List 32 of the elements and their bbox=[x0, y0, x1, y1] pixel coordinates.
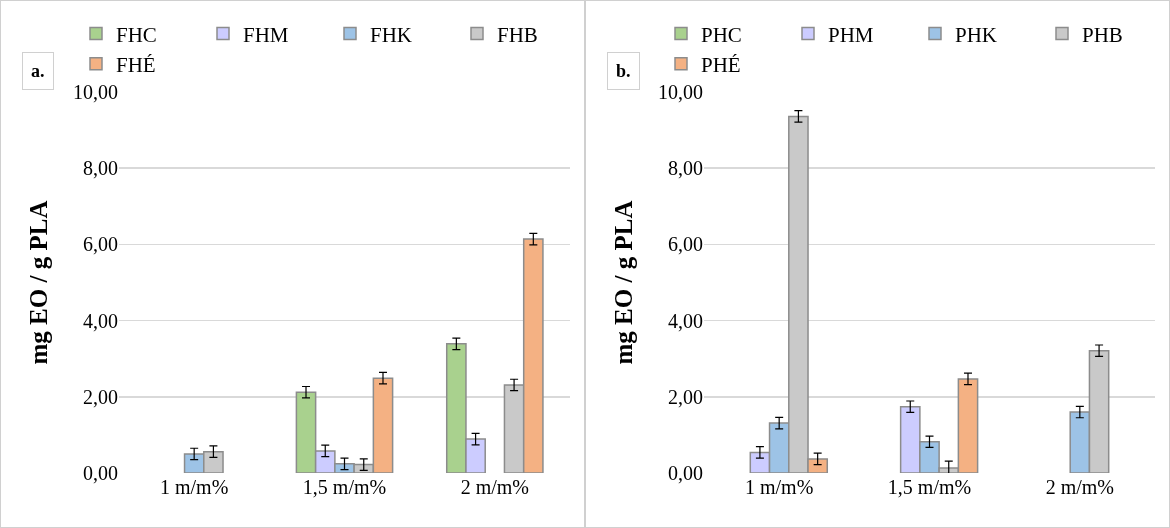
chart-title: a. bbox=[31, 61, 45, 81]
y-tick-label: 8,00 bbox=[668, 157, 703, 180]
legend-label: PHB bbox=[1082, 22, 1123, 47]
y-tick-label: 2,00 bbox=[668, 385, 703, 408]
legend-label: FHC bbox=[116, 22, 157, 47]
legend-label: FHÉ bbox=[116, 53, 156, 78]
y-tick-label: 10,00 bbox=[658, 81, 703, 103]
y-tick-label: 10,00 bbox=[73, 81, 118, 103]
x-tick-label: 1,5 m/m% bbox=[302, 476, 387, 498]
y-tick-label: 2,00 bbox=[83, 385, 118, 408]
x-tick-label: 1,5 m/m% bbox=[887, 476, 972, 498]
x-tick-label: 2 m/m% bbox=[460, 476, 529, 498]
y-tick-label: 4,00 bbox=[668, 309, 703, 332]
x-tick-label: 2 m/m% bbox=[1045, 476, 1114, 498]
y-tick-label: 4,00 bbox=[83, 309, 118, 332]
legend-label: PHM bbox=[828, 22, 874, 47]
legend-label: FHK bbox=[370, 22, 413, 47]
legend-label: FHB bbox=[497, 22, 538, 47]
legend-label: PHÉ bbox=[701, 53, 741, 78]
legend-label: PHC bbox=[701, 22, 742, 47]
y-tick-label: 6,00 bbox=[668, 233, 703, 256]
legend-label: PHK bbox=[955, 22, 998, 47]
y-tick-label: 6,00 bbox=[83, 233, 118, 256]
x-tick-label: 1 m/m% bbox=[745, 476, 814, 498]
legend-label: FHM bbox=[243, 22, 289, 47]
y-axis-title: mg EO / g PLA bbox=[609, 200, 637, 365]
x-tick-label: 1 m/m% bbox=[160, 476, 229, 498]
y-tick-label: 0,00 bbox=[83, 462, 118, 484]
y-axis-title: mg EO / g PLA bbox=[24, 200, 52, 365]
y-tick-label: 0,00 bbox=[668, 462, 703, 484]
chart-title: b. bbox=[616, 61, 631, 81]
y-tick-label: 8,00 bbox=[83, 157, 118, 180]
